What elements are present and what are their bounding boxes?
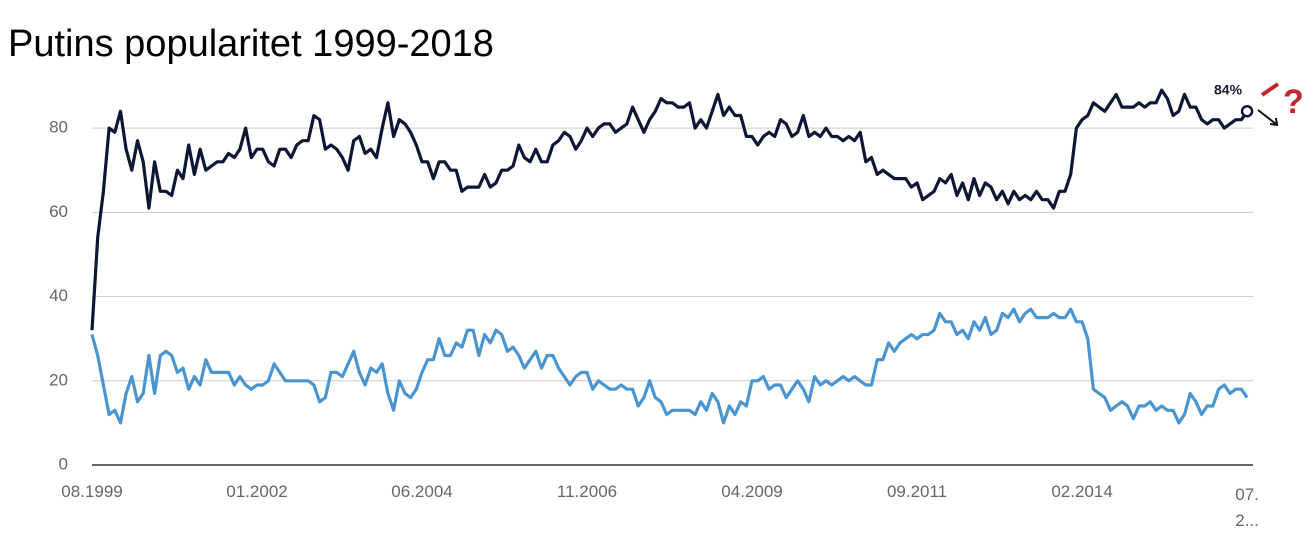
y-tick-label: 0: [59, 454, 68, 473]
y-tick-label: 80: [49, 118, 68, 137]
x-tick-label: 04.2009: [721, 482, 783, 501]
chart-title: Putins popularitet 1999-2018: [8, 23, 494, 65]
arrow-down: [1257, 109, 1279, 127]
x-tick-label: 02.2014: [1051, 482, 1113, 501]
y-tick-label: 60: [49, 202, 68, 221]
x-tick-label: 07. 2...: [1235, 485, 1259, 530]
x-tick-label: 08.1999: [61, 482, 123, 501]
x-tick-label: 06.2004: [391, 482, 453, 501]
x-tick-label: 09.2011: [886, 482, 948, 501]
x-tick-label: 01.2002: [226, 482, 288, 501]
x-tick-label: 11.2006: [556, 482, 618, 501]
annotation: 84%: [1214, 82, 1243, 98]
y-tick-label: 20: [49, 370, 68, 389]
series-line: [90, 307, 1249, 425]
end-marker: [1240, 105, 1254, 118]
annotation: ?: [1283, 83, 1304, 121]
series-line: [90, 88, 1249, 331]
arrow-up: [1260, 82, 1280, 97]
y-tick-label: 40: [49, 286, 68, 305]
